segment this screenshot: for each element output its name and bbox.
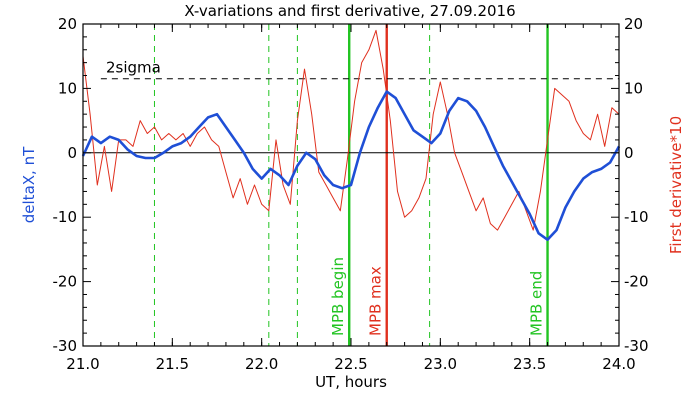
y-right-tick-label: -20 <box>624 273 649 291</box>
series-lines <box>81 29 621 241</box>
y-axis-right: 20 10 0 -10 -20 -30 <box>611 15 649 355</box>
y-left-tick-label: -30 <box>53 337 78 355</box>
x-tick-label: 23.0 <box>424 355 457 373</box>
y-left-tick-label: 0 <box>67 144 77 162</box>
x-axis: 21.0 21.5 22.0 22.5 23.0 23.5 24.0 <box>66 24 636 373</box>
series-line-derivative <box>82 29 620 231</box>
y-left-tick-label: 20 <box>58 15 77 33</box>
annotations: 2sigma MPB begin MPB max MPB end <box>106 59 546 336</box>
x-axis-label: UT, hours <box>315 373 387 391</box>
y-right-tick-label: -10 <box>624 208 649 226</box>
y-left-tick-label: 10 <box>58 79 77 97</box>
series-line-deltax <box>81 90 621 241</box>
vertical-line-label: MPB begin <box>329 257 347 336</box>
y-left-tick-label: -10 <box>53 208 78 226</box>
y-left-tick-label: -20 <box>53 273 78 291</box>
x-tick-label: 22.0 <box>245 355 278 373</box>
threshold-label: 2sigma <box>106 59 161 77</box>
y-right-tick-label: 0 <box>624 144 634 162</box>
x-tick-label: 22.5 <box>334 355 367 373</box>
y-axis-left-label: deltaX, nT <box>20 146 38 223</box>
chart-title: X-variations and first derivative, 27.09… <box>184 2 515 20</box>
x-tick-label: 21.0 <box>66 355 99 373</box>
vertical-line-label: MPB end <box>528 271 546 336</box>
x-tick-label: 24.0 <box>602 355 635 373</box>
y-right-tick-label: 20 <box>624 15 643 33</box>
x-tick-label: 21.5 <box>156 355 189 373</box>
y-right-tick-label: -30 <box>624 337 649 355</box>
reference-lines <box>83 78 619 154</box>
x-tick-label: 23.5 <box>513 355 546 373</box>
y-right-tick-label: 10 <box>624 79 643 97</box>
y-axis-right-label: First derivative*10 <box>667 116 685 254</box>
y-axis-left: 20 10 0 -10 -20 -30 <box>53 15 91 355</box>
vertical-line-label: MPB max <box>367 266 385 336</box>
